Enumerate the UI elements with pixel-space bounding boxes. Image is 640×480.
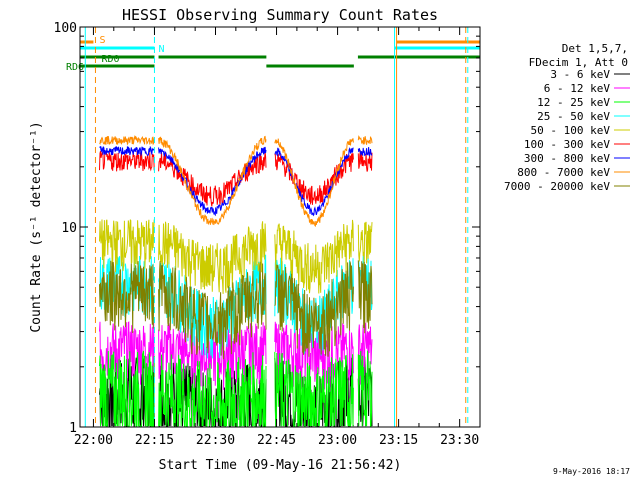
series-800to7000keV-line [99, 134, 373, 227]
flag-lines-layer: S N RD0 RD6 [66, 27, 480, 427]
y-tick-label: 10 [61, 221, 77, 236]
legend-entry-label: 800 - 7000 keV [517, 166, 610, 179]
flag-label-rd0: RD0 [101, 54, 119, 65]
flag-label-rd6: RD6 [66, 62, 84, 73]
legend-entry-label: 100 - 300 keV [524, 138, 610, 151]
chart-title: HESSI Observing Summary Count Rates [122, 6, 438, 24]
legend-entry-label: 12 - 25 keV [537, 96, 610, 109]
traces-layer [99, 134, 373, 428]
legend-entry-label: 300 - 800 keV [524, 152, 610, 165]
legend-entry-label: 50 - 100 keV [531, 124, 611, 137]
legend-entry-label: 7000 - 20000 keV [504, 180, 610, 193]
y-tick-label: 100 [54, 21, 77, 36]
x-tick-label: 23:30 [440, 433, 479, 448]
x-tick-label: 23:15 [379, 433, 418, 448]
series-300to800keV-line [99, 145, 373, 217]
series-100to300keV-line [99, 150, 373, 207]
series-12to25keV-line [99, 350, 373, 428]
plot-timestamp: 9-May-2016 18:17 [553, 467, 630, 476]
flag-label-n: N [158, 44, 164, 55]
y-tick-label: 1 [69, 421, 77, 436]
x-tick-label: 22:15 [135, 433, 174, 448]
legend-header-line: FDecim 1, Att 0 [529, 56, 628, 69]
x-tick-label: 23:00 [318, 433, 357, 448]
x-tick-label: 22:45 [257, 433, 296, 448]
axes-layer: 22:00 22:15 22:30 22:45 23:00 23:15 23:30 1 10 10… [54, 21, 481, 448]
x-tick-label: 22:30 [196, 433, 235, 448]
series-50to100keV-line [99, 219, 373, 294]
x-axis-label: Start Time (09-May-16 21:56:42) [159, 458, 402, 473]
legend-entry-label: 6 - 12 keV [544, 82, 611, 95]
series-7000to20000keV-line [99, 260, 373, 360]
y-axis-label: Count Rate (s⁻¹ detector⁻¹) [29, 121, 44, 332]
x-tick-label: 22:00 [74, 433, 113, 448]
legend-header-line: Det 1,5,7, [562, 42, 628, 55]
legend-entry-label: 25 - 50 keV [537, 110, 610, 123]
flag-label-s: S [99, 35, 105, 46]
legend-entry-label: 3 - 6 keV [550, 68, 610, 81]
